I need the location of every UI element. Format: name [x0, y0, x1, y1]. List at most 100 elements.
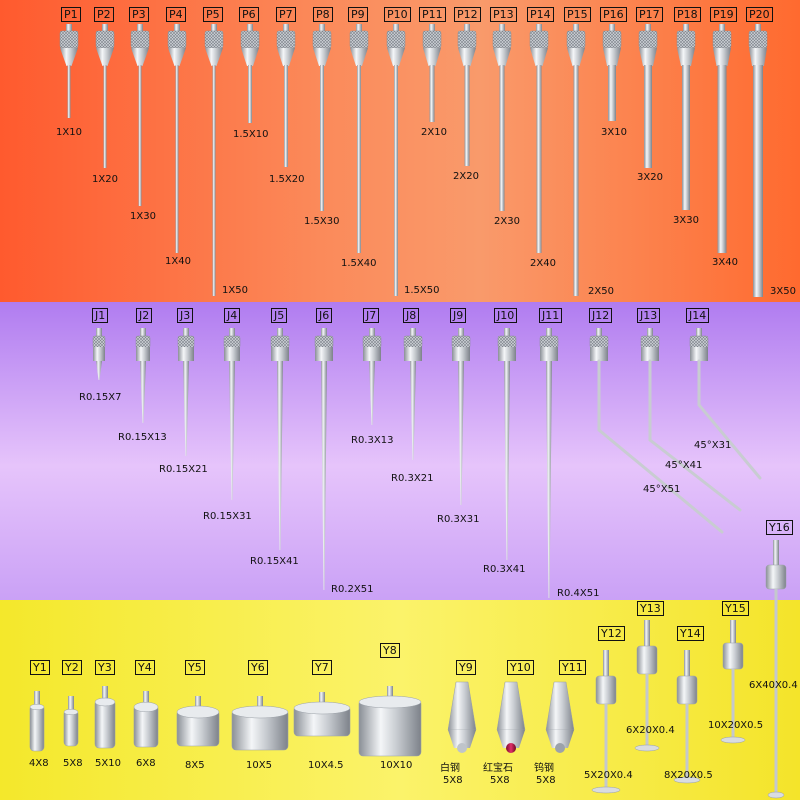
tag-j7: J7 [363, 308, 380, 323]
knurl-p2 [95, 30, 115, 49]
tag-j9: J9 [450, 308, 467, 323]
shaft-p4 [175, 65, 179, 253]
thread-p13 [499, 24, 505, 32]
size-j7: R0.3X13 [351, 435, 394, 446]
shaft-p15 [573, 65, 579, 296]
tag-y1: Y1 [30, 660, 50, 675]
thread-p15 [573, 24, 579, 32]
size-y11: 5X8 [536, 775, 556, 786]
thread-p14 [536, 24, 542, 32]
collar-j4 [224, 347, 240, 361]
thread-y16 [773, 540, 779, 565]
thread-p8 [319, 24, 325, 32]
shaft-p10 [394, 65, 398, 296]
size-y12: 5X20X0.4 [584, 770, 633, 781]
knurl-p15 [566, 30, 586, 49]
size-y3: 5X10 [95, 758, 121, 769]
shaft-p1 [67, 65, 71, 118]
knurl-p6 [240, 30, 260, 49]
knurl-j13 [640, 335, 660, 349]
needle-j2 [140, 361, 146, 423]
shaft-p2 [103, 65, 107, 168]
thread-j2 [140, 328, 146, 337]
knurl-j5 [270, 335, 290, 349]
ball-y10 [506, 743, 516, 753]
tag-p2: P2 [94, 7, 114, 22]
size-y4: 6X8 [136, 758, 156, 769]
size-y13: 6X20X0.4 [626, 725, 675, 736]
tag-p13: P13 [490, 7, 517, 22]
size-p19: 3X40 [712, 257, 738, 268]
size-p14: 2X40 [530, 258, 556, 269]
tag-y3: Y3 [95, 660, 115, 675]
knurl-p9 [349, 30, 369, 49]
size-p7: 1.5X20 [269, 174, 305, 185]
tag-p19: P19 [710, 7, 737, 22]
collar-j6 [315, 347, 333, 361]
tag-y16: Y16 [766, 520, 793, 535]
knurl-j9 [451, 335, 471, 349]
tag-y14: Y14 [677, 626, 704, 641]
bent-needle-j14 [697, 359, 762, 480]
cone-p18 [677, 48, 695, 66]
collar-j5 [271, 347, 289, 361]
body-y10 [496, 681, 526, 731]
size-p13: 2X30 [494, 216, 520, 227]
tag-y4: Y4 [135, 660, 155, 675]
disc-y14 [673, 776, 701, 784]
tip-y9 [448, 730, 476, 748]
cone-p8 [313, 48, 331, 66]
knurl-p1 [59, 30, 79, 49]
body-y15 [722, 642, 744, 670]
needle-j5 [277, 361, 283, 550]
collar-j8 [404, 347, 422, 361]
tag-p16: P16 [600, 7, 627, 22]
tag-y12: Y12 [598, 626, 625, 641]
knurl-j7 [362, 335, 382, 349]
knurl-p20 [748, 30, 768, 49]
thread-p9 [356, 24, 362, 32]
tag-j1: J1 [92, 308, 109, 323]
shaft-p5 [212, 65, 216, 296]
thread-p4 [174, 24, 180, 32]
body-y14 [676, 675, 698, 705]
tag-y11: Y11 [559, 660, 586, 675]
cone-p16 [603, 48, 621, 66]
size-y16: 6X40X0.4 [749, 680, 798, 691]
cone-p7 [277, 48, 295, 66]
shaft-p17 [644, 65, 652, 168]
tag-y2: Y2 [62, 660, 82, 675]
rod-y13 [645, 674, 649, 748]
tag-p8: P8 [313, 7, 333, 22]
shaft-p12 [464, 65, 470, 166]
tag-p3: P3 [129, 7, 149, 22]
bent-needle-j12 [597, 359, 724, 534]
thread-y12 [603, 650, 609, 676]
needle-j7 [369, 361, 375, 425]
tag-j8: J8 [403, 308, 420, 323]
thread-j5 [277, 328, 283, 337]
cone-p19 [713, 48, 731, 66]
thread-y2 [68, 696, 74, 711]
tag-y15: Y15 [722, 601, 749, 616]
knurl-p3 [130, 30, 150, 49]
tag-y5: Y5 [185, 660, 205, 675]
body-y13 [636, 645, 658, 675]
size-y14: 8X20X0.5 [664, 770, 713, 781]
size-y7: 10X4.5 [308, 760, 344, 771]
knurl-p14 [529, 30, 549, 49]
thread-p2 [102, 24, 108, 32]
tag-y7: Y7 [312, 660, 332, 675]
face-y6 [231, 705, 289, 719]
tag-j5: J5 [271, 308, 288, 323]
knurl-p13 [492, 30, 512, 49]
tag-y13: Y13 [637, 601, 664, 616]
size-y1: 4X8 [29, 758, 49, 769]
tag-p20: P20 [746, 7, 773, 22]
needle-j11 [546, 361, 552, 598]
thread-j10 [504, 328, 510, 337]
thread-p1 [66, 24, 72, 32]
size-y10: 5X8 [490, 775, 510, 786]
tag-p12: P12 [454, 7, 481, 22]
ball-y11 [555, 743, 565, 753]
